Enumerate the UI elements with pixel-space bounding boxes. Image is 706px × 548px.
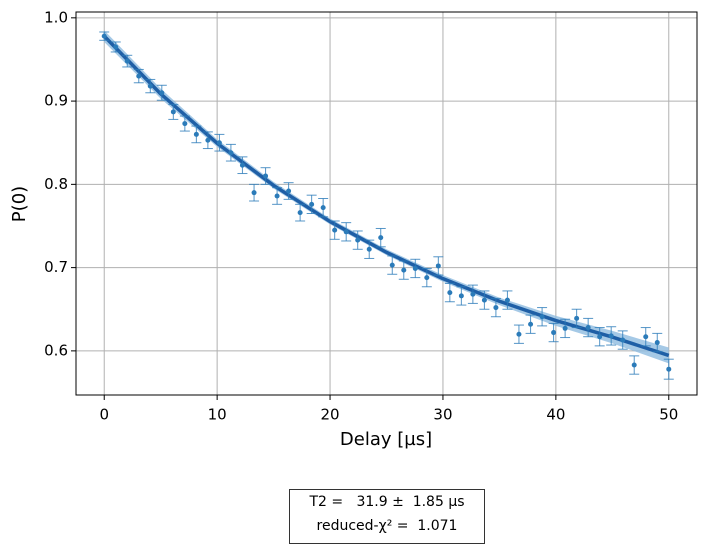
data-point <box>481 297 487 303</box>
data-point <box>159 90 165 96</box>
x-tick-label: 50 <box>659 406 678 424</box>
fit-line <box>102 34 670 358</box>
data-point <box>170 109 176 115</box>
data-point <box>113 44 119 50</box>
data-point <box>193 131 199 137</box>
data-point <box>251 190 257 196</box>
data-point <box>643 334 649 340</box>
data-point <box>239 162 245 168</box>
data-point <box>216 140 222 146</box>
data-point <box>297 210 303 216</box>
data-point <box>424 275 430 281</box>
annotation-line: reduced-χ² = 1.071 <box>317 518 458 534</box>
data-point <box>309 201 315 207</box>
data-point <box>182 121 188 127</box>
data-point <box>631 362 637 368</box>
data-point <box>597 334 603 340</box>
data-point <box>504 297 510 303</box>
data-point <box>286 188 292 194</box>
data-point <box>608 333 614 339</box>
data-point <box>516 331 522 337</box>
data-point <box>136 73 142 79</box>
x-tick-label: 10 <box>208 406 227 424</box>
data-point <box>401 267 407 273</box>
data-point <box>124 58 130 64</box>
data-point <box>101 33 107 39</box>
annotation-line: T2 = 31.9 ± 1.85 µs <box>308 494 464 510</box>
data-point <box>378 235 384 241</box>
data-point <box>263 173 269 179</box>
data-point <box>574 315 580 321</box>
y-tick-label: 1.0 <box>44 8 68 26</box>
data-point <box>332 227 338 233</box>
data-point <box>654 340 660 346</box>
data-point <box>493 305 499 311</box>
data-point <box>562 325 568 331</box>
y-tick-label: 0.9 <box>44 92 68 110</box>
data-point <box>228 150 234 156</box>
data-point <box>585 325 591 331</box>
data-point <box>447 290 453 296</box>
y-tick-label: 0.7 <box>44 258 68 276</box>
annotation-box <box>289 489 485 544</box>
x-tick-label: 0 <box>99 406 109 424</box>
data-point <box>389 262 395 268</box>
y-tick-label: 0.6 <box>44 341 68 359</box>
data-point <box>551 330 557 336</box>
data-point <box>274 193 280 199</box>
data-point <box>355 237 361 243</box>
data-point <box>147 83 153 89</box>
plot-frame <box>75 11 698 396</box>
data-point <box>205 137 211 143</box>
data-point <box>666 366 672 372</box>
x-tick-label: 40 <box>546 406 565 424</box>
data-point <box>435 263 441 269</box>
data-point <box>470 291 476 297</box>
data-point <box>412 265 418 271</box>
data-point <box>528 321 534 327</box>
data-point <box>366 246 372 252</box>
data-point <box>620 337 626 343</box>
y-axis-label: P(0) <box>9 186 30 222</box>
data-point <box>343 229 349 235</box>
confidence-band <box>104 30 669 364</box>
x-tick-label: 20 <box>320 406 339 424</box>
data-point <box>458 293 464 299</box>
x-axis-label: Delay [µs] <box>340 429 432 450</box>
data-point <box>320 205 326 211</box>
x-tick-label: 30 <box>433 406 452 424</box>
data-point <box>539 314 545 320</box>
y-tick-label: 0.8 <box>44 175 68 193</box>
